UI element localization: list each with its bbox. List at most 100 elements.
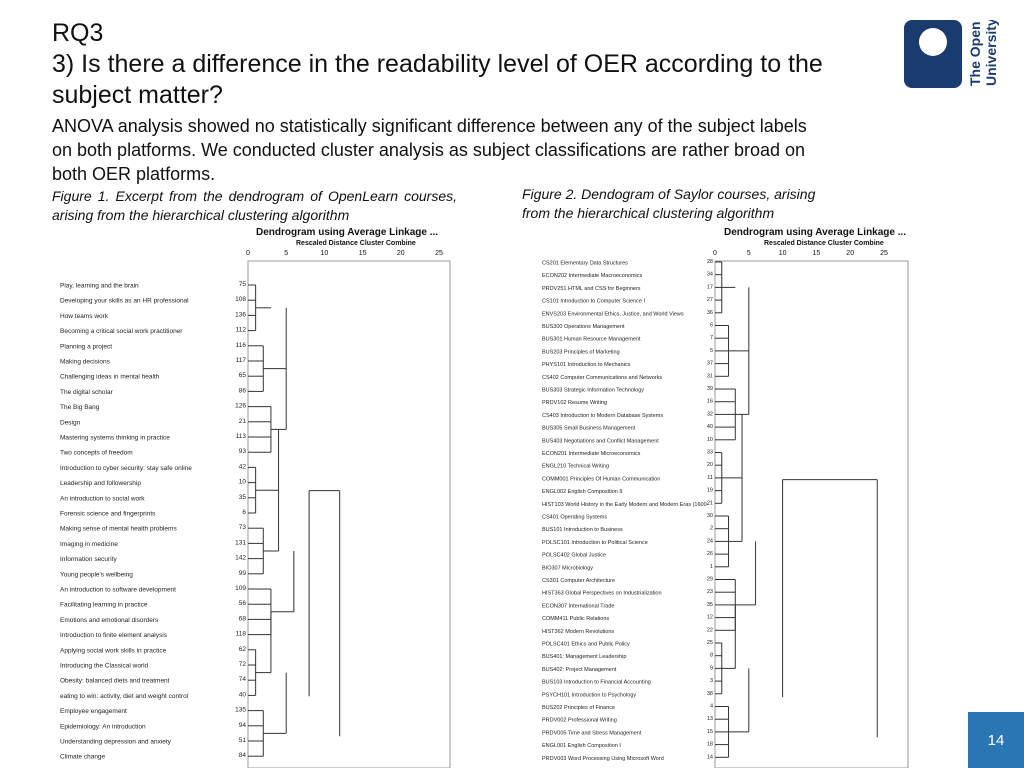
slide-title: RQ3 3) Is there a difference in the read… [52, 18, 852, 111]
leaf-id: 118 [236, 631, 247, 638]
leaf-label: Applying social work skills in practice [60, 647, 167, 654]
plot-frame [247, 260, 451, 768]
axis-tick-label: 5 [284, 250, 288, 257]
body-line: both OER platforms. [52, 164, 216, 184]
leaf-id: 131 [235, 539, 246, 546]
axis-tick-label: 25 [435, 250, 443, 257]
dendrogram-title: Dendrogram using Average Linkage ... [724, 227, 906, 238]
leaf-label: PRDV003 Word Processing Using Microsoft … [542, 756, 664, 762]
leaf-label: Epidemiology: An introduction [60, 723, 146, 730]
leaf-label: Introduction to cyber security: stay saf… [60, 465, 192, 472]
leaf-id: 22 [707, 627, 713, 633]
leaf-label: Emotions and emotional disorders [60, 617, 159, 624]
leaf-id: 112 [236, 327, 247, 334]
leaf-id: 9 [710, 665, 713, 671]
leaf-label: POLSC401 Ethics and Public Policy [542, 642, 630, 648]
leaf-id: 36 [707, 310, 713, 316]
leaf-label: ENGL001 English Composition I [542, 743, 621, 749]
leaf-label: ENGL210 Technical Writing [542, 464, 609, 470]
leaf-label: BUS300 Operations Management [542, 324, 625, 330]
leaf-label: An introduction to social work [60, 495, 145, 502]
leaf-label: PRDV251 HTML and CSS for Beginners [542, 286, 641, 292]
leaf-id: 37 [707, 361, 713, 367]
leaf-label: Young people's wellbeing [60, 571, 133, 578]
logo-line-2: University [983, 20, 999, 86]
leaf-label: Leadership and followership [60, 480, 141, 487]
leaf-id: 7 [710, 335, 713, 341]
leaf-id: 18 [707, 742, 713, 748]
leaf-id: 34 [707, 272, 713, 278]
leaf-label: ENVS203 Environmental Ethics, Justice, a… [542, 311, 684, 317]
leaf-label: BUS101 Introduction to Business [542, 527, 623, 533]
figure-2-caption: Figure 2. Dendogram of Saylor courses, a… [522, 185, 862, 223]
leaf-label: Making sense of mental health problems [60, 526, 177, 533]
leaf-id: 30 [707, 513, 713, 519]
open-university-logo: The Open University [904, 20, 999, 88]
leaf-id: 5 [710, 348, 713, 354]
axis-tick-label: 0 [246, 250, 250, 257]
leaf-label: Employee engagement [60, 708, 127, 715]
leaf-label: CS101 Introduction to Computer Science I [542, 299, 646, 305]
leaf-label: PSYCH101 Introduction to Psychology [542, 692, 636, 698]
leaf-label: CS403 Introduction to Modern Database Sy… [542, 413, 663, 419]
leaf-label: The digital scholar [60, 389, 114, 396]
leaf-id: 27 [707, 297, 713, 303]
leaf-id: 21 [239, 418, 247, 425]
leaf-label: Forensic science and fingerprints [60, 511, 156, 518]
leaf-id: 65 [239, 372, 247, 379]
leaf-id: 10 [239, 479, 247, 486]
leaf-label: Climate change [60, 754, 106, 761]
leaf-label: An introduction to software development [60, 587, 176, 594]
leaf-label: How teams work [60, 313, 109, 320]
leaf-id: 31 [707, 373, 713, 379]
leaf-id: 11 [707, 475, 713, 481]
leaf-id: 93 [239, 448, 247, 455]
title-line: RQ3 [52, 19, 104, 47]
leaf-id: 23 [707, 589, 713, 595]
leaf-id: 16 [707, 399, 713, 405]
leaf-id: 1 [710, 564, 713, 570]
leaf-id: 40 [239, 691, 247, 698]
leaf-id: 75 [239, 281, 247, 288]
leaf-label: BUS403 Negotiations and Conflict Managem… [542, 438, 659, 444]
figure-1-caption: Figure 1. Excerpt from the dendrogram of… [52, 188, 457, 223]
leaf-label: PRDV005 Time and Stress Management [542, 730, 642, 736]
leaf-label: PHYS101 Introduction to Mechanics [542, 362, 631, 368]
caption-line: from the hierarchical clustering algorit… [522, 205, 775, 221]
leaf-label: BUS203 Principles of Marketing [542, 349, 620, 355]
leaf-label: Challenging ideas in mental health [60, 374, 160, 381]
leaf-label: ENGL002 English Composition II [542, 489, 623, 495]
leaf-id: 84 [239, 752, 247, 759]
leaf-id: 8 [710, 653, 713, 659]
leaf-id: 28 [707, 259, 713, 265]
leaf-id: 19 [707, 488, 713, 494]
axis-tick-label: 10 [321, 250, 329, 257]
title-line: subject matter? [52, 81, 223, 109]
body-paragraph: ANOVA analysis showed no statistically s… [52, 114, 902, 186]
leaf-id: 135 [235, 707, 246, 714]
leaf-label: Introduction to finite element analysis [60, 632, 168, 639]
axis-tick-label: 25 [880, 250, 888, 257]
leaf-id: 109 [235, 585, 246, 592]
leaf-label: Imaging in medicine [60, 541, 118, 548]
leaf-id: 21 [707, 500, 713, 506]
leaf-label: BUS401: Management Leadership [542, 654, 626, 660]
axis-tick-label: 15 [813, 250, 821, 257]
leaf-id: 12 [707, 615, 713, 621]
axis-tick-label: 20 [397, 250, 405, 257]
leaf-id: 99 [239, 570, 247, 577]
leaf-id: 136 [235, 311, 246, 318]
leaf-label: POLSC101 Introduction to Political Scien… [542, 540, 648, 546]
leaf-id: 26 [707, 551, 713, 557]
leaf-label: CS201 Elementary Data Structures [542, 261, 628, 267]
leaf-label: The Big Bang [60, 404, 100, 411]
leaf-id: 73 [239, 524, 247, 531]
leaf-id: 4 [710, 704, 713, 710]
leaf-label: Making decisions [60, 359, 111, 366]
leaf-id: 72 [239, 661, 247, 668]
leaf-id: 10 [707, 437, 713, 443]
leaf-label: BUS202 Principles of Finance [542, 705, 615, 711]
logo-line-1: The Open [967, 21, 983, 86]
leaf-label: PRDV102 Resume Writing [542, 400, 607, 406]
leaf-label: Obesity: balanced diets and treatment [60, 678, 170, 685]
